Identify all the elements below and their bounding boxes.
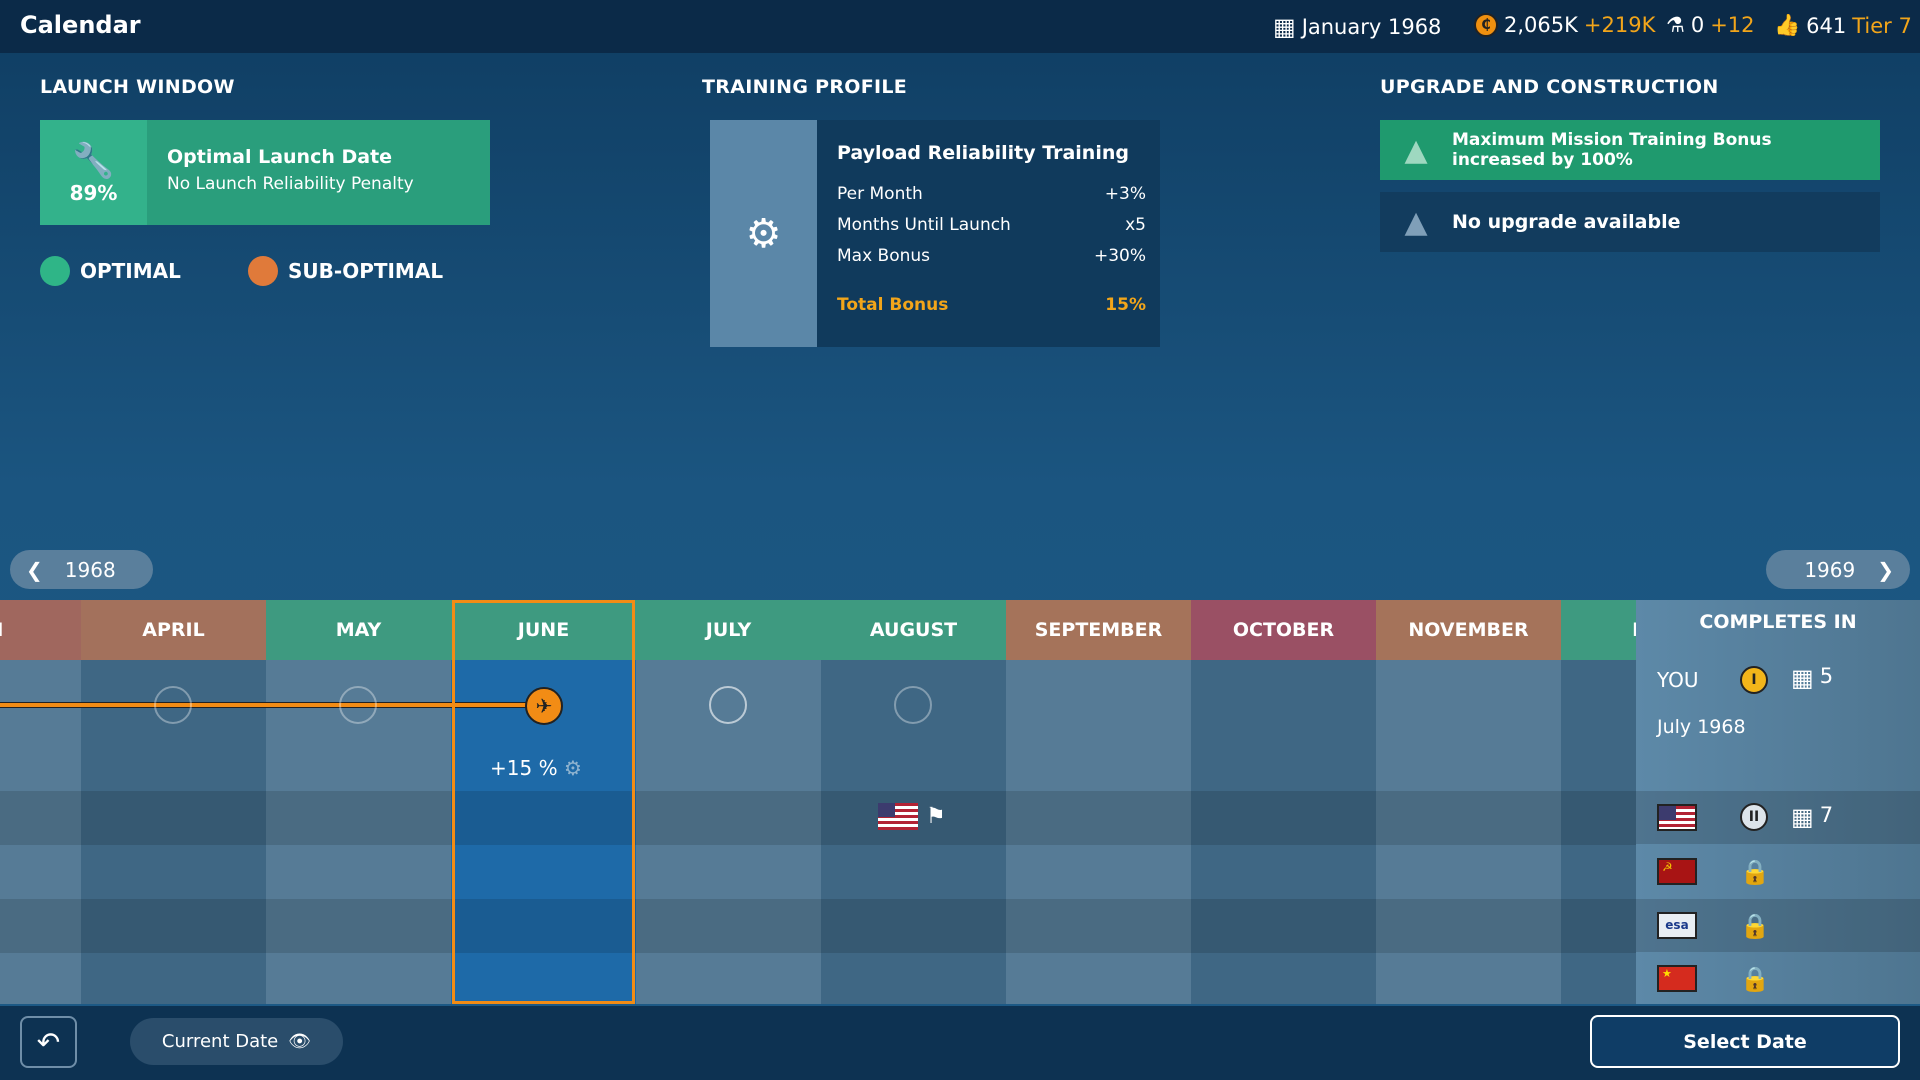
month-body — [0, 660, 81, 1004]
month-body — [1191, 660, 1376, 1004]
month-header: JUNE — [451, 600, 636, 660]
flask-icon: ⚗ — [1666, 13, 1685, 37]
you-complete-date: July 1968 — [1657, 716, 1746, 738]
you-label: YOU — [1657, 668, 1699, 692]
rival-row-usa: II ▦ 7 — [1636, 791, 1920, 844]
month-header: MAY — [266, 600, 451, 660]
ussr-flag-icon: ☭ — [1657, 858, 1697, 885]
selected-month-highlight — [452, 600, 635, 1004]
training-row: Max Bonus +30% — [837, 246, 1146, 266]
rocket-wrench-icon: 🔧 — [72, 140, 115, 181]
usa-flag-icon — [1657, 804, 1697, 831]
chevron-right-icon: ❯ — [1877, 557, 1894, 582]
next-year-button[interactable]: 1969 ❯ — [1766, 550, 1910, 589]
launch-reliability-badge: 🔧 89% — [40, 120, 147, 225]
legend-optimal: OPTIMAL — [40, 256, 181, 286]
month-slot-may[interactable] — [339, 686, 377, 724]
month-column-dec[interactable]: DEC — [1561, 600, 1636, 1004]
upgrade-item: ▲ No upgrade available — [1380, 192, 1880, 252]
month-slot-july[interactable] — [709, 686, 747, 724]
month-header: APRIL — [81, 600, 266, 660]
month-header: JULY — [636, 600, 821, 660]
month-header: AUGUST — [821, 600, 1006, 660]
select-date-button[interactable]: Select Date — [1590, 1015, 1900, 1068]
training-card-title: Payload Reliability Training — [837, 142, 1129, 164]
training-profile-title: TRAINING PROFILE — [702, 76, 908, 98]
china-flag-icon: ★ — [1657, 965, 1697, 992]
legend-suboptimal: SUB-OPTIMAL — [248, 256, 443, 286]
calendar-grid: CHAPRILMAYJUNEJULYAUGUSTSEPTEMBEROCTOBER… — [0, 600, 1636, 1004]
chevron-left-icon: ❮ — [26, 557, 43, 582]
science-stat: ⚗ 0 +12 — [1666, 13, 1755, 37]
month-column-september[interactable]: SEPTEMBER — [1006, 600, 1191, 1004]
lock-icon: 🔒 — [1740, 964, 1770, 993]
month-slot-april[interactable] — [154, 686, 192, 724]
coin-icon: ₵ — [1474, 13, 1498, 37]
lock-icon: 🔒 — [1740, 911, 1770, 940]
arrow-up-icon: ▲ — [1404, 204, 1428, 240]
month-header: NOVEMBER — [1376, 600, 1561, 660]
thumbs-up-icon: 👍 — [1774, 13, 1801, 37]
launch-window-card: 🔧 89% Optimal Launch Date No Launch Reliab… — [40, 120, 490, 225]
lock-icon: 🔒 — [1740, 857, 1770, 886]
row-band — [0, 791, 1636, 845]
month-column-ch[interactable]: CH — [0, 600, 81, 1004]
calendar-icon: ▦ — [1273, 13, 1296, 41]
money-stat: ₵ 2,065K +219K — [1474, 13, 1655, 37]
esa-flag-icon: esa — [1657, 912, 1697, 939]
month-column-november[interactable]: NOVEMBER — [1376, 600, 1561, 1004]
launch-card-subtitle: No Launch Reliability Penalty — [167, 174, 414, 194]
calendar-icon: ▦ — [1791, 664, 1814, 692]
training-bonus-label: +15 % ⚙ — [490, 756, 582, 780]
rival-row-ussr: ☭ 🔒 — [1636, 845, 1920, 898]
arrow-up-icon: ▲ — [1404, 132, 1428, 168]
current-date-button[interactable]: Current Date 👁 — [130, 1018, 343, 1065]
month-body — [1561, 660, 1636, 1004]
page-title: Calendar — [20, 11, 141, 39]
month-body — [1006, 660, 1191, 1004]
eye-icon: 👁 — [288, 1031, 312, 1052]
payload-training-icon: ⚙ — [710, 120, 817, 347]
completes-title: COMPLETES IN — [1699, 611, 1857, 633]
suboptimal-dot-icon — [248, 256, 278, 286]
upgrade-title: UPGRADE AND CONSTRUCTION — [1380, 76, 1719, 98]
tier-badge-icon: II — [1740, 803, 1768, 831]
completes-in-panel: COMPLETES IN YOU I ▦ 5 July 1968 II ▦ 7 ☭ 🔒… — [1636, 600, 1920, 1004]
calendar-icon: ▦ — [1791, 803, 1814, 831]
you-months: ▦ 5 — [1791, 664, 1834, 692]
launch-marker-rocket-icon[interactable]: ✈ — [525, 687, 563, 725]
training-total: Total Bonus 15% — [837, 295, 1146, 315]
row-band — [0, 899, 1636, 953]
current-date: ▦ January 1968 — [1273, 13, 1442, 41]
usa-mission-august: ⚑ — [878, 803, 946, 830]
month-body — [1376, 660, 1561, 1004]
top-bar: Calendar ▦ January 1968 ₵ 2,065K +219K ⚗ 0 +1… — [0, 0, 1920, 53]
launch-window-title: LAUNCH WINDOW — [40, 76, 235, 98]
prev-year-button[interactable]: ❮ 1968 — [10, 550, 153, 589]
launch-card-title: Optimal Launch Date — [167, 146, 393, 168]
optimal-dot-icon — [40, 256, 70, 286]
month-header: DEC — [1561, 600, 1636, 660]
month-slot-august[interactable] — [894, 686, 932, 724]
tier-badge-icon: I — [1740, 666, 1768, 694]
rival-row-china: ★ 🔒 — [1636, 952, 1920, 1005]
upgrade-item: ▲ Maximum Mission Training Bonus increase… — [1380, 120, 1880, 180]
training-card: ⚙ Payload Reliability Training Per Month… — [710, 120, 1160, 347]
undo-arrow-icon: ↶ — [36, 1025, 61, 1059]
training-icon: ⚙ — [563, 756, 582, 780]
month-header: CH — [0, 600, 81, 660]
training-row: Months Until Launch x5 — [837, 215, 1146, 235]
month-header: SEPTEMBER — [1006, 600, 1191, 660]
month-column-july[interactable]: JULY — [636, 600, 821, 1004]
month-column-may[interactable]: MAY — [266, 600, 451, 1004]
back-button[interactable]: ↶ — [20, 1016, 77, 1068]
rival-row-esa: esa 🔒 — [1636, 899, 1920, 952]
month-column-october[interactable]: OCTOBER — [1191, 600, 1376, 1004]
timeline-bar — [0, 702, 543, 708]
month-header: OCTOBER — [1191, 600, 1376, 660]
usa-flag-icon — [878, 803, 918, 830]
reputation-stat: 👍 641 Tier 7 — [1774, 13, 1912, 38]
training-row: Per Month +3% — [837, 184, 1146, 204]
rocket-flag-icon: ⚑ — [926, 804, 946, 829]
